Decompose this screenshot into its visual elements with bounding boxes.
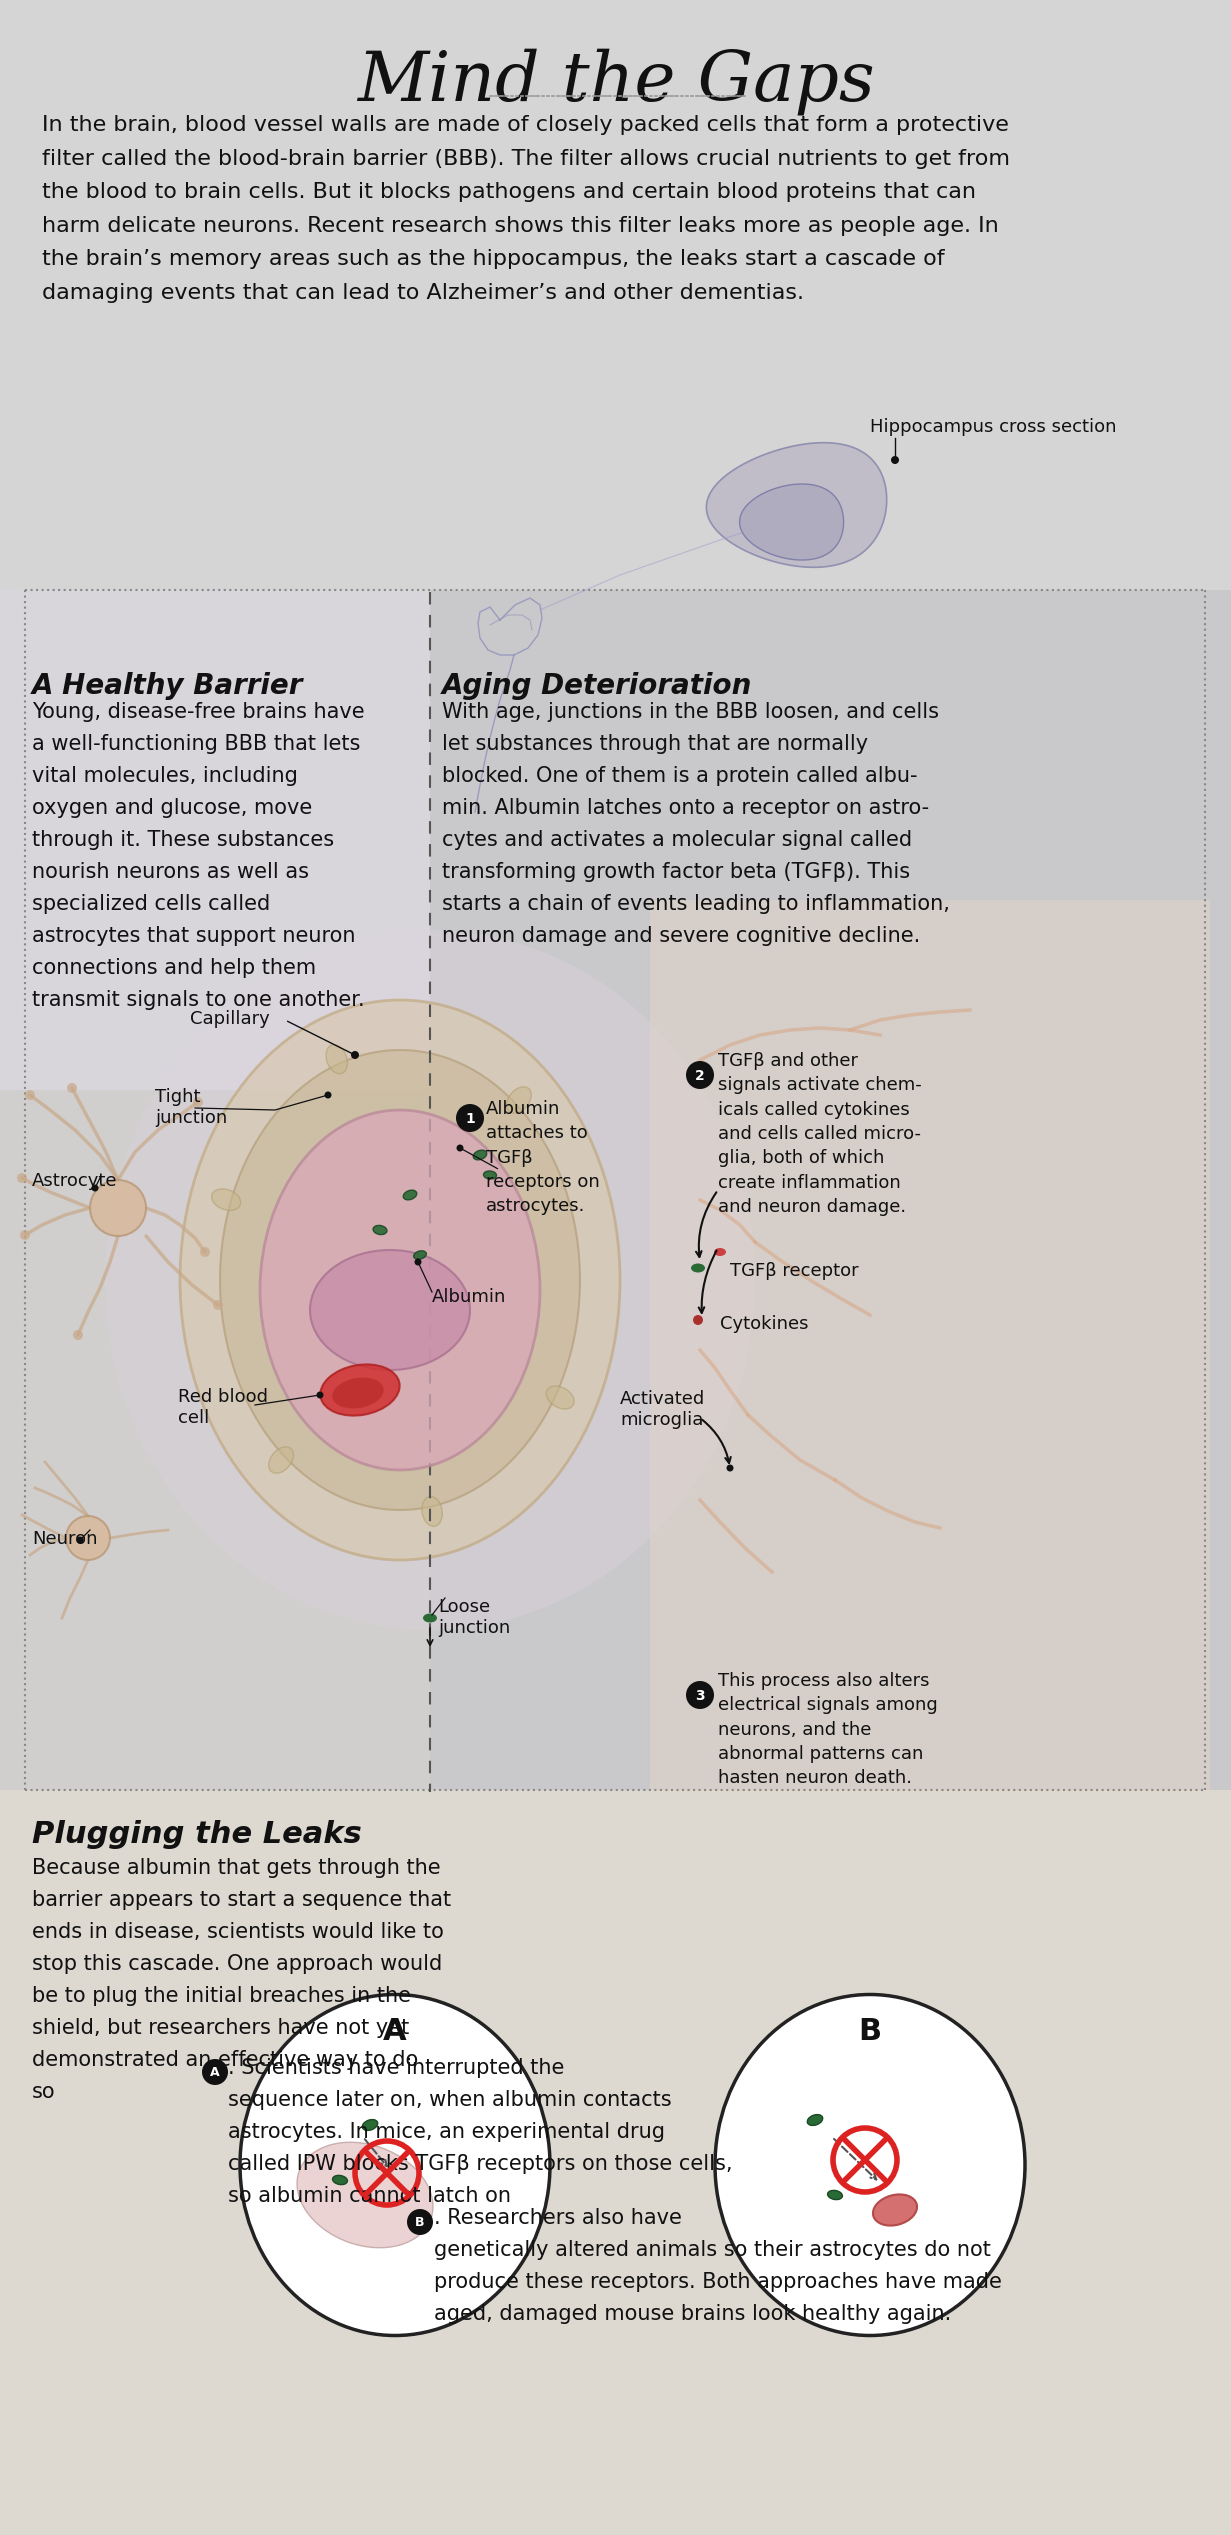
Ellipse shape (240, 1995, 550, 2335)
Ellipse shape (827, 2190, 842, 2200)
Polygon shape (740, 484, 843, 560)
Text: Cytokines: Cytokines (720, 1316, 809, 1333)
Ellipse shape (180, 999, 620, 1559)
Text: Astrocyte: Astrocyte (32, 1171, 117, 1189)
Ellipse shape (547, 1387, 574, 1409)
Ellipse shape (473, 1151, 486, 1161)
Text: A Healthy Barrier: A Healthy Barrier (32, 672, 303, 700)
FancyBboxPatch shape (430, 591, 1231, 1790)
Circle shape (726, 1465, 734, 1470)
FancyBboxPatch shape (0, 591, 430, 1790)
Text: In the brain, blood vessel walls are made of closely packed cells that form a pr: In the brain, blood vessel walls are mad… (42, 114, 1009, 304)
Text: 2: 2 (696, 1070, 705, 1082)
Text: Tight
junction: Tight junction (155, 1088, 228, 1126)
FancyBboxPatch shape (0, 1790, 1231, 2535)
Ellipse shape (297, 2142, 433, 2249)
Ellipse shape (362, 2119, 378, 2129)
Circle shape (891, 456, 899, 464)
Text: . Scientists have interrupted the
sequence later on, when albumin contacts
astro: . Scientists have interrupted the sequen… (228, 2058, 732, 2205)
Ellipse shape (332, 1377, 384, 1409)
Text: . Researchers also have
genetically altered animals so their astrocytes do not
p: . Researchers also have genetically alte… (435, 2208, 1002, 2325)
Ellipse shape (691, 1262, 705, 1273)
FancyBboxPatch shape (0, 591, 430, 1090)
Circle shape (66, 1516, 110, 1559)
Text: Aging Deterioration: Aging Deterioration (442, 672, 752, 700)
Circle shape (686, 1681, 714, 1709)
Circle shape (686, 1062, 714, 1090)
Circle shape (66, 1082, 78, 1093)
Text: TGFβ and other
signals activate chem-
icals called cytokines
and cells called mi: TGFβ and other signals activate chem- ic… (718, 1052, 922, 1217)
Text: B: B (415, 2216, 425, 2228)
Polygon shape (707, 444, 886, 568)
FancyBboxPatch shape (0, 1792, 1231, 2535)
Circle shape (415, 1257, 421, 1265)
Circle shape (20, 1229, 30, 1240)
Ellipse shape (484, 1171, 496, 1179)
Text: Albumin: Albumin (432, 1288, 506, 1306)
Circle shape (17, 1174, 27, 1184)
Circle shape (455, 1105, 484, 1133)
Text: Red blood
cell: Red blood cell (178, 1389, 268, 1427)
Ellipse shape (808, 2114, 822, 2124)
Ellipse shape (507, 1088, 532, 1113)
Circle shape (407, 2208, 433, 2236)
Text: Mind the Gaps: Mind the Gaps (357, 48, 874, 114)
Ellipse shape (260, 1110, 540, 1470)
Text: 3: 3 (696, 1688, 705, 1704)
Text: Young, disease-free brains have
a well-functioning BBB that lets
vital molecules: Young, disease-free brains have a well-f… (32, 702, 364, 1009)
Ellipse shape (268, 1447, 293, 1473)
FancyBboxPatch shape (650, 900, 1210, 1800)
Circle shape (25, 1090, 34, 1100)
Text: Because albumin that gets through the
barrier appears to start a sequence that
e: Because albumin that gets through the ba… (32, 1858, 451, 2102)
Circle shape (693, 1316, 703, 1326)
Ellipse shape (105, 930, 755, 1630)
Circle shape (76, 1536, 84, 1544)
Circle shape (199, 1247, 211, 1257)
FancyBboxPatch shape (0, 0, 1231, 591)
Ellipse shape (873, 2195, 917, 2226)
Circle shape (351, 1052, 359, 1060)
Ellipse shape (320, 1364, 400, 1415)
Text: A: A (211, 2066, 220, 2079)
Ellipse shape (326, 1044, 347, 1075)
Circle shape (316, 1392, 324, 1399)
Text: With age, junctions in the BBB loosen, and cells
let substances through that are: With age, junctions in the BBB loosen, a… (442, 702, 950, 946)
Text: Neuron: Neuron (32, 1531, 97, 1549)
Circle shape (457, 1143, 464, 1151)
Text: Hippocampus cross section: Hippocampus cross section (870, 418, 1117, 436)
Ellipse shape (212, 1189, 241, 1209)
Circle shape (213, 1300, 223, 1311)
Circle shape (90, 1179, 146, 1237)
Text: Capillary: Capillary (191, 1009, 270, 1029)
Text: Loose
junction: Loose junction (438, 1597, 511, 1638)
Ellipse shape (332, 2175, 347, 2185)
Ellipse shape (422, 1496, 442, 1526)
Ellipse shape (715, 1995, 1025, 2335)
Ellipse shape (414, 1250, 426, 1260)
Text: TGFβ receptor: TGFβ receptor (730, 1262, 859, 1280)
Circle shape (73, 1331, 82, 1341)
Text: Activated
microglia: Activated microglia (620, 1389, 705, 1430)
Ellipse shape (310, 1250, 470, 1369)
Circle shape (202, 2058, 228, 2084)
FancyBboxPatch shape (0, 591, 1231, 1790)
Text: Albumin
attaches to
TGFβ
receptors on
astrocytes.: Albumin attaches to TGFβ receptors on as… (486, 1100, 599, 1214)
Circle shape (193, 1098, 203, 1108)
Ellipse shape (714, 1247, 726, 1255)
Ellipse shape (404, 1189, 417, 1199)
Ellipse shape (220, 1049, 580, 1511)
Text: B: B (858, 2015, 881, 2046)
Text: Plugging the Leaks: Plugging the Leaks (32, 1820, 362, 1848)
Text: A: A (383, 2015, 406, 2046)
Ellipse shape (423, 1612, 437, 1622)
Text: 1: 1 (465, 1113, 475, 1126)
Circle shape (325, 1093, 331, 1098)
Ellipse shape (373, 1224, 387, 1235)
Circle shape (91, 1184, 98, 1191)
Text: This process also alters
electrical signals among
neurons, and the
abnormal patt: This process also alters electrical sign… (718, 1673, 938, 1787)
